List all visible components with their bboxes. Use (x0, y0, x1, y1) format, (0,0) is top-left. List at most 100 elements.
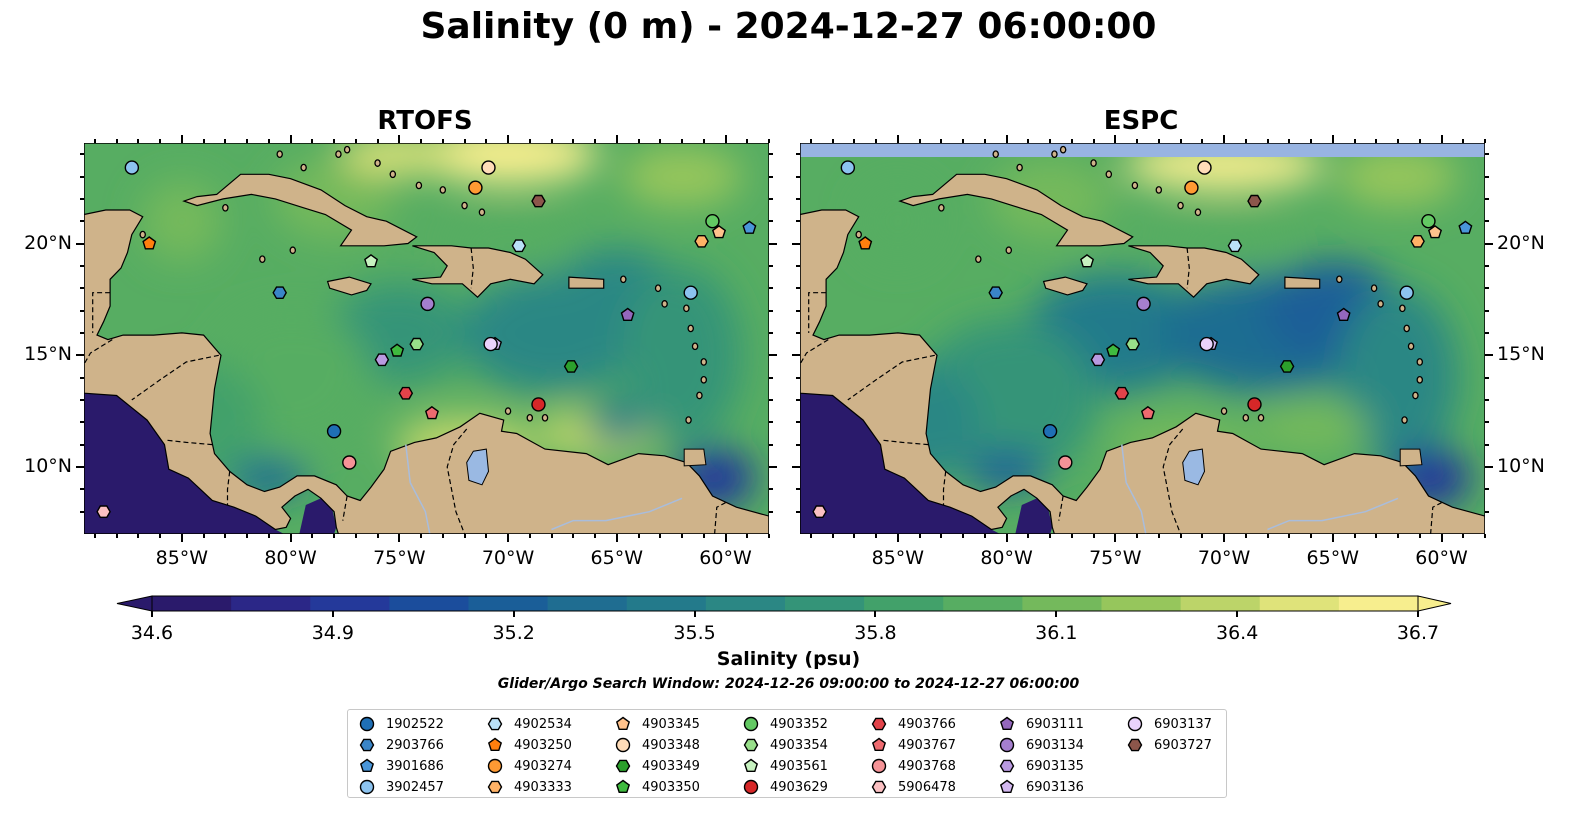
float-marker-6903111 (620, 307, 635, 322)
legend-label: 6903136 (1026, 779, 1084, 795)
lat-tick-right (1485, 175, 1489, 178)
lat-tick-right (769, 354, 777, 357)
legend-marker (1127, 738, 1143, 752)
float-marker-4903629 (531, 397, 546, 412)
small-island (374, 159, 381, 167)
circle-marker-icon (871, 758, 887, 774)
espc-salinity-map (800, 143, 1485, 534)
lat-tick-right (1485, 220, 1489, 223)
small-island (1257, 413, 1265, 422)
colorbar-bin (943, 596, 1023, 611)
colorbar-tick (693, 611, 696, 617)
float-marker-6903727 (1247, 194, 1262, 208)
legend-marker (871, 780, 887, 794)
country-border (847, 354, 935, 401)
lat-tick-left (796, 421, 800, 424)
float-marker-4903629 (1247, 397, 1262, 412)
lat-tick-left (76, 242, 84, 245)
lat-tick-left (76, 465, 84, 468)
lon-tick-bottom (1179, 534, 1182, 538)
float-marker-4903768 (1058, 455, 1073, 470)
lat-tick-right (1485, 153, 1489, 156)
legend-marker (871, 737, 887, 752)
lon-tick-bottom (853, 534, 856, 538)
lon-tick-top (659, 139, 662, 143)
lon-tick-top (1157, 139, 1160, 143)
circle-marker-icon (999, 737, 1015, 753)
small-island (1005, 246, 1013, 255)
small-island (259, 255, 266, 264)
small-island (683, 304, 690, 313)
float-marker-6903727 (531, 194, 546, 208)
legend-marker (743, 716, 759, 732)
pentagon-marker-icon (359, 758, 375, 773)
lat-tick-right (769, 443, 773, 446)
lon-tick-top (354, 139, 357, 143)
lon-tick-bottom (180, 534, 183, 542)
small-island (855, 230, 862, 239)
small-island (691, 342, 699, 351)
lat-tick-left (796, 175, 800, 178)
float-marker-4903350 (390, 343, 405, 357)
island-jamaica (1042, 276, 1088, 296)
lon-tick-top (853, 139, 856, 143)
lon-tick-bottom (1114, 534, 1117, 542)
lon-label: 60°W (1415, 547, 1468, 569)
small-island (478, 208, 486, 217)
legend-entry: 6903135 (998, 757, 1084, 775)
lon-tick-top (550, 139, 553, 143)
lat-tick-left (792, 354, 800, 357)
lon-tick-top (1266, 139, 1269, 143)
float-marker-4903250 (858, 236, 873, 250)
lat-tick-right (1485, 309, 1489, 312)
float-marker-4903767 (1140, 405, 1155, 420)
lat-tick-right (1485, 354, 1493, 357)
lat-tick-right (1485, 242, 1493, 245)
small-island (1377, 300, 1384, 308)
country-border (1058, 495, 1064, 521)
lon-tick-bottom (1244, 534, 1247, 538)
small-island (1336, 275, 1343, 284)
lon-tick-bottom (115, 534, 118, 538)
legend-entry: 4903629 (742, 778, 828, 796)
legend-label: 2903766 (386, 737, 444, 753)
rtofs-salinity-map (84, 143, 769, 534)
legend-marker (487, 780, 503, 794)
float-marker-4903333 (694, 234, 709, 248)
lon-label: 65°W (1306, 547, 1359, 569)
legend-entry: 4903354 (742, 736, 828, 754)
colorbar-tick (331, 611, 334, 617)
lon-tick-top (896, 135, 899, 143)
lake-maracaibo (466, 448, 490, 486)
lon-tick-top (615, 135, 618, 143)
lon-tick-top (940, 139, 943, 143)
small-island (1401, 416, 1408, 424)
lon-tick-bottom (1223, 534, 1226, 542)
float-marker-4903349 (1279, 360, 1295, 373)
hexagon-marker-icon (487, 717, 503, 731)
small-island (1016, 163, 1023, 172)
lat-tick-right (1485, 465, 1493, 468)
hexagon-marker-icon (743, 738, 759, 752)
float-marker-4903274 (468, 180, 483, 195)
float-marker-4903766 (398, 386, 414, 400)
lat-tick-left (796, 153, 800, 156)
pacific-ocean (800, 393, 1001, 534)
lat-tick-left (80, 220, 84, 223)
lat-tick-right (1485, 331, 1489, 334)
hexagon-marker-icon (359, 738, 375, 752)
lat-tick-left (80, 153, 84, 156)
lon-tick-top (1005, 135, 1008, 143)
lon-tick-top (962, 139, 965, 143)
salinity-colorbar (116, 595, 1452, 612)
lat-tick-right (769, 488, 773, 491)
lon-tick-top (202, 139, 205, 143)
lon-tick-bottom (831, 534, 834, 538)
gulf-of-panama (1015, 498, 1053, 534)
float-marker-4903561 (1080, 254, 1095, 268)
legend-label: 1902522 (386, 716, 444, 732)
colorbar-bin (1180, 596, 1261, 611)
lon-tick-top (637, 139, 640, 143)
colorbar-bin (468, 596, 549, 611)
lon-tick-top (983, 139, 986, 143)
